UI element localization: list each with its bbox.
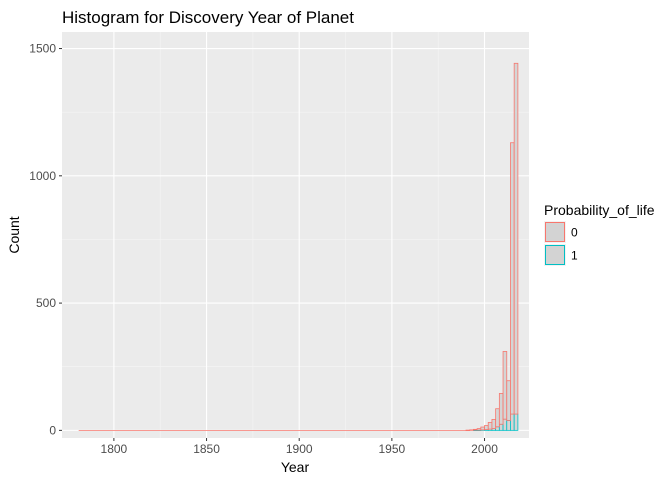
x-tick-label: 1800 [101,442,128,456]
legend: Probability_of_life 01 [544,202,655,266]
y-tick-label: 500 [36,296,56,310]
x-tick-label: 1850 [193,442,220,456]
x-tick-label: 1950 [379,442,406,456]
legend-key-1 [545,245,565,265]
bar-series-1 [513,413,519,431]
bar-series-0 [491,419,497,429]
x-axis-title: Year [281,459,310,475]
bar-series-0 [506,380,511,421]
x-tick-label: 1900 [286,442,313,456]
histogram-bars [78,62,519,432]
bar-series-0 [484,425,489,431]
bar-series-0 [495,408,500,428]
bar-series-0 [473,428,478,431]
bar-series-1 [498,423,504,431]
bar-series-0 [502,351,508,420]
x-axis: 1800 1850 1900 1950 2000 [101,438,498,456]
bar-series-0 [487,422,493,430]
y-axis-title: Count [6,216,22,253]
y-tick-label: 1500 [29,42,56,56]
legend-title: Probability_of_life [544,202,655,218]
bar-series-0 [510,142,515,415]
y-tick-label: 0 [49,423,56,437]
chart-title: Histogram for Discovery Year of Planet [62,8,354,27]
legend-key-0 [545,222,565,242]
bar-series-1 [495,426,500,431]
bar-series-1 [502,418,508,431]
y-tick-label: 1000 [29,169,56,183]
legend-label-0: 0 [571,226,578,240]
bar-series-0 [469,429,474,431]
bar-series-0 [480,426,485,431]
bar-series-1 [510,413,515,431]
plot-panel [62,32,529,438]
bar-series-1 [506,420,511,431]
bar-series-0 [498,393,504,425]
legend-label-1: 1 [571,249,578,263]
bar-series-0 [465,429,471,432]
legend-items: 01 [544,221,578,266]
bar-series-0 [513,62,519,415]
x-tick-label: 2000 [471,442,498,456]
y-axis: 0 500 1000 1500 [29,42,62,437]
bar-series-0 [476,428,482,431]
